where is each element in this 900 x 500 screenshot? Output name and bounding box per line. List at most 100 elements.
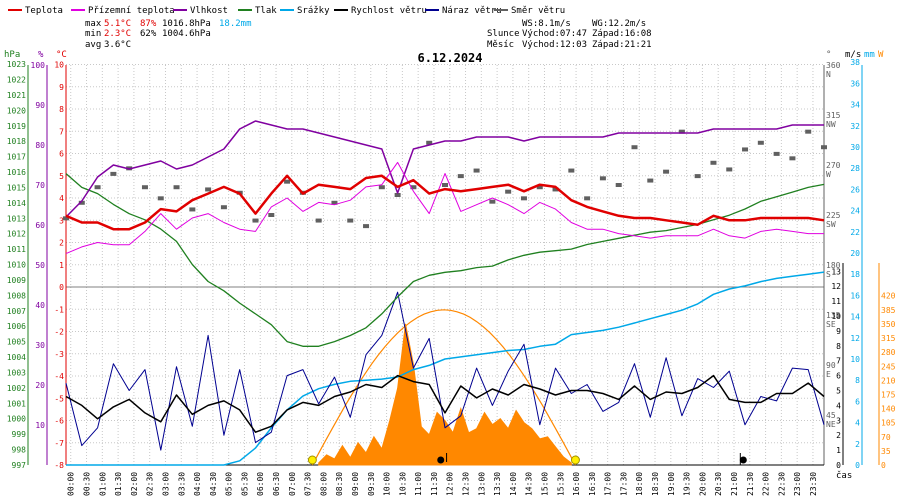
- info-ws: WS:8.1m/s: [522, 19, 571, 29]
- tick-label-watt: 35: [881, 447, 891, 456]
- tick-label-ms: 6: [836, 372, 841, 381]
- wind-direction-point: [252, 218, 259, 223]
- tick-label-degree: 360: [826, 61, 841, 70]
- wind-direction-point: [710, 160, 717, 165]
- tick-label-time: 03:00: [161, 472, 170, 496]
- tick-label-ms: 13: [831, 267, 841, 276]
- tick-label-time: 04:00: [193, 472, 202, 496]
- tick-label-hpa: 997: [12, 461, 27, 470]
- tick-label-celsius: -2: [54, 328, 64, 337]
- tick-label-mm: 6: [855, 397, 860, 406]
- tick-label-watt: 210: [881, 376, 896, 385]
- tick-label-time: 13:30: [493, 472, 502, 496]
- tick-label-time: 18:30: [651, 472, 660, 496]
- tick-label-celsius: -3: [54, 350, 64, 359]
- tick-label-watt: 420: [881, 292, 896, 301]
- tick-label-time: 16:30: [588, 472, 597, 496]
- stats-rain-total: 18.2mm: [219, 19, 252, 29]
- wind-speed-line: [65, 374, 825, 433]
- tick-label-time: 15:30: [556, 472, 565, 496]
- info-sun-label: Slunce: [487, 29, 520, 39]
- tick-label-direction: SW: [826, 220, 836, 229]
- info-wg: WG:12.2m/s: [592, 19, 646, 29]
- unit-celsius: °C: [56, 50, 67, 60]
- info-sun-set: Západ:16:08: [592, 29, 652, 39]
- tick-label-hpa: 1001: [7, 399, 26, 408]
- tick-label-time: 12:00: [446, 472, 455, 496]
- wind-direction-point: [694, 174, 701, 179]
- wind-direction-point: [520, 196, 527, 201]
- tick-label-time: 18:00: [635, 472, 644, 496]
- tick-label-ms: 1: [836, 446, 841, 455]
- tick-label-time: 09:30: [367, 472, 376, 496]
- tick-label-time: 23:30: [809, 472, 818, 496]
- tick-label-direction: N: [826, 70, 831, 79]
- tick-label-degree: 45: [826, 411, 836, 420]
- tick-label-watt: 70: [881, 433, 891, 442]
- wind-direction-point: [678, 129, 685, 134]
- moonset-marker: [739, 456, 747, 464]
- tick-label-hpa: 1009: [7, 276, 26, 285]
- unit-watt: W: [878, 50, 884, 60]
- tick-label-hpa: 1007: [7, 307, 26, 316]
- legend-label: Vlhkost: [190, 6, 228, 16]
- tick-label-time: 06:30: [272, 472, 281, 496]
- tick-label-time: 00:30: [83, 472, 92, 496]
- tick-label-mm: 16: [850, 291, 860, 300]
- stats-press-min: 1004.6hPa: [162, 29, 211, 39]
- unit-mm: mm: [864, 50, 875, 60]
- tick-label-time: 10:00: [383, 472, 392, 496]
- tick-label-hpa: 1008: [7, 291, 26, 300]
- tick-label-percent: 80: [35, 141, 45, 150]
- wind-direction-point: [536, 185, 543, 190]
- wind-direction-point: [331, 200, 338, 205]
- solar-noon-marker: [437, 456, 445, 464]
- tick-label-percent: 60: [35, 221, 45, 230]
- wind-direction-point: [757, 140, 764, 145]
- wind-direction-point: [394, 193, 401, 197]
- tick-label-watt: 315: [881, 334, 896, 343]
- stats-label-avg: avg: [85, 40, 101, 50]
- tick-label-time: 05:00: [225, 472, 234, 496]
- tick-label-time: 12:30: [462, 472, 471, 496]
- tick-label-hpa: 1019: [7, 122, 26, 131]
- info-moon-set: Západ:21:21: [592, 40, 652, 50]
- tick-label-mm: 24: [850, 207, 860, 216]
- tick-label-ms: 0: [836, 461, 841, 470]
- tick-label-mm: 8: [855, 376, 860, 385]
- tick-label-time: 02:30: [146, 472, 155, 496]
- legend-label: Srážky: [297, 6, 330, 16]
- tick-label-direction: E: [826, 370, 831, 379]
- tick-label-ms: 12: [831, 282, 841, 291]
- tick-label-ms: 3: [836, 416, 841, 425]
- tick-label-time: 09:00: [351, 472, 360, 496]
- tick-label-mm: 18: [850, 270, 860, 279]
- tick-label-watt: 350: [881, 320, 896, 329]
- wind-direction-point: [363, 224, 370, 229]
- legend-label: Tlak: [255, 6, 277, 16]
- tick-label-time: 01:00: [98, 472, 107, 496]
- wind-direction-point: [157, 196, 164, 201]
- tick-label-celsius: 5: [59, 172, 64, 181]
- tick-label-time: 19:30: [683, 472, 692, 496]
- tick-label-hpa: 1023: [7, 60, 26, 69]
- tick-label-time: 02:00: [130, 472, 139, 496]
- tick-label-ms: 9: [836, 327, 841, 336]
- tick-label-hpa: 1021: [7, 91, 26, 100]
- tick-label-mm: 30: [850, 143, 860, 152]
- tick-label-degree: 180: [826, 261, 841, 270]
- tick-label-time: 16:00: [572, 472, 581, 496]
- tick-label-percent: 10: [35, 421, 45, 430]
- tick-label-time: 17:30: [619, 472, 628, 496]
- tick-label-percent: 100: [31, 61, 46, 70]
- tick-label-hpa: 1017: [7, 153, 26, 162]
- tick-label-watt: 245: [881, 362, 896, 371]
- tick-label-time: 06:00: [256, 472, 265, 496]
- unit-percent: %: [38, 50, 44, 60]
- tick-label-ms: 11: [831, 297, 841, 306]
- wind-direction-point: [773, 151, 780, 156]
- radiation-area: [318, 323, 572, 466]
- wind-direction-point: [442, 183, 448, 187]
- stats-label-max: max: [85, 19, 102, 29]
- sunset-marker: [570, 455, 580, 465]
